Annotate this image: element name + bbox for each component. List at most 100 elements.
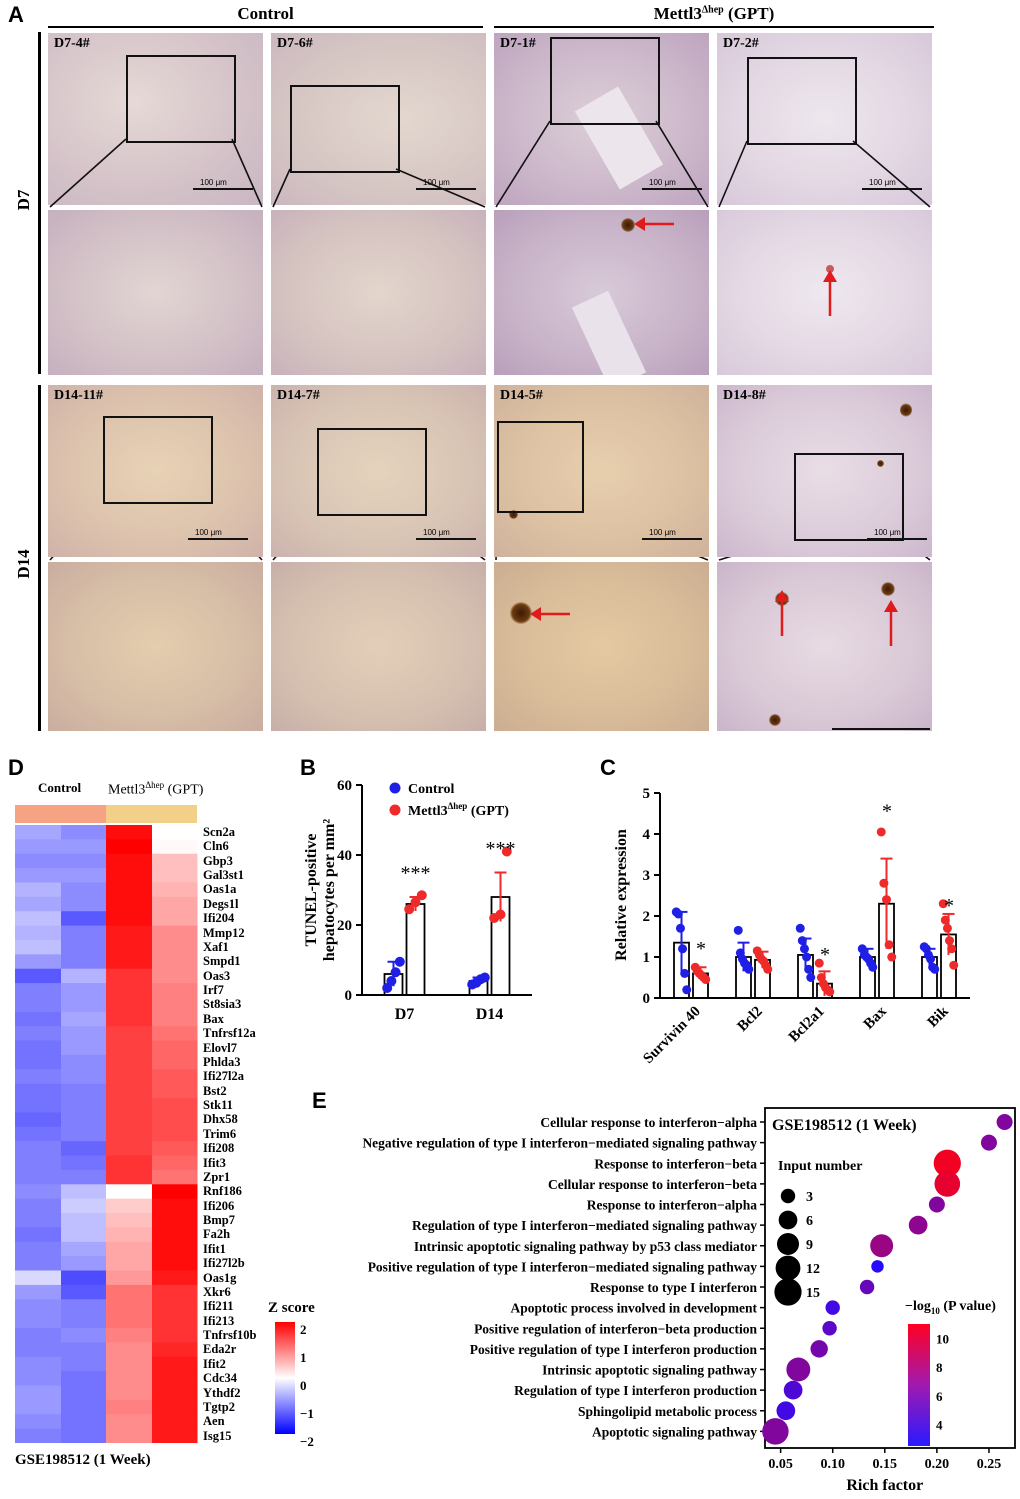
data-point bbox=[386, 976, 397, 986]
heatmap-cell bbox=[106, 1213, 153, 1228]
enrichment-dot bbox=[783, 1380, 803, 1400]
heatmap-cell bbox=[152, 1299, 198, 1315]
gene-label: Bax bbox=[203, 1011, 224, 1026]
heatmap-cell bbox=[61, 968, 107, 984]
heatmap-cell bbox=[15, 825, 62, 840]
x-tick-label: D14 bbox=[476, 1006, 504, 1023]
heatmap-cell bbox=[61, 1054, 107, 1070]
heatmap-cell bbox=[15, 868, 62, 883]
significance-mark: * bbox=[696, 938, 706, 960]
heatmap-cell bbox=[15, 983, 62, 998]
pvalue-colorbar-tick: 4 bbox=[936, 1417, 943, 1432]
red-arrow-icon bbox=[634, 217, 674, 231]
data-point bbox=[479, 972, 490, 983]
heatmap-cell bbox=[106, 1342, 153, 1358]
tunel-positive-cell bbox=[621, 218, 635, 232]
pathway-label: Apoptotic signaling pathway bbox=[592, 1424, 757, 1439]
red-arrow-icon bbox=[530, 607, 570, 621]
heatmap-cell bbox=[152, 1428, 198, 1443]
data-point bbox=[678, 944, 688, 954]
scale-bar bbox=[832, 728, 930, 730]
heatmap-cell bbox=[106, 1083, 153, 1099]
heatmap-cell bbox=[61, 1328, 107, 1343]
data-point bbox=[733, 925, 743, 935]
data-point bbox=[495, 909, 506, 920]
gene-label: Dhx58 bbox=[203, 1112, 238, 1127]
heatmap-cell bbox=[106, 1241, 153, 1257]
gene-label: Ythdf2 bbox=[203, 1385, 241, 1400]
x-tick-label: D7 bbox=[395, 1006, 415, 1023]
heatmap-cell bbox=[152, 1112, 198, 1128]
heatmap-cell bbox=[61, 1299, 107, 1315]
gene-label: Aen bbox=[203, 1414, 225, 1429]
tunel-positive-cell bbox=[510, 602, 532, 624]
heatmap-cell bbox=[106, 839, 153, 855]
x-tick-label: Bcl2 bbox=[734, 1004, 765, 1035]
heatmap-cell bbox=[61, 1198, 107, 1214]
heatmap-cell bbox=[152, 954, 198, 970]
heatmap-cell bbox=[106, 1184, 153, 1200]
y-tick-label: 60 bbox=[337, 778, 352, 794]
zoom-d14-5 bbox=[494, 562, 709, 731]
size-legend-label: 9 bbox=[806, 1238, 813, 1253]
y-tick-label: 20 bbox=[337, 918, 352, 934]
gene-label: Scn2a bbox=[203, 825, 235, 839]
y-tick-label: 4 bbox=[643, 827, 651, 843]
heatmap-cell bbox=[106, 1169, 153, 1185]
heatmap-cell bbox=[61, 1069, 107, 1085]
data-point bbox=[868, 962, 878, 972]
heatmap-group-bar-mettl3 bbox=[106, 805, 197, 823]
gene-label: Zpr1 bbox=[203, 1169, 231, 1184]
heatmap-cell bbox=[61, 1227, 107, 1243]
heatmap-cell bbox=[15, 1098, 62, 1113]
data-point bbox=[887, 952, 897, 962]
gene-label: Xkr6 bbox=[203, 1284, 231, 1299]
panel-b-letter: B bbox=[300, 755, 316, 780]
heatmap-col-label-control: Control bbox=[38, 780, 82, 795]
enrichment-dot bbox=[859, 1279, 875, 1295]
heatmap-cell bbox=[152, 911, 198, 927]
heatmap-cell bbox=[61, 1040, 107, 1056]
data-point bbox=[763, 964, 773, 974]
enrichment-dot bbox=[870, 1234, 894, 1258]
heatmap-cell bbox=[15, 1112, 62, 1128]
heatmap-cell bbox=[106, 896, 153, 912]
gene-label: Cln6 bbox=[203, 839, 229, 854]
gene-label: Ifit2 bbox=[203, 1356, 226, 1371]
heatmap-cell bbox=[61, 1112, 107, 1128]
heatmap-cell bbox=[106, 853, 153, 869]
heatmap-cell bbox=[152, 1155, 198, 1171]
gene-label: Oas3 bbox=[203, 968, 231, 983]
data-point bbox=[926, 954, 936, 964]
gene-label: Elovl7 bbox=[203, 1040, 238, 1055]
heatmap-cell bbox=[106, 1313, 153, 1329]
heatmap-cell bbox=[61, 1026, 107, 1042]
heatmap-cell bbox=[152, 853, 198, 869]
zoom-box bbox=[126, 55, 236, 143]
sample-label: D7-4# bbox=[54, 36, 90, 51]
x-tick-label: Survivin 40 bbox=[640, 1004, 703, 1067]
heatmap-footer: GSE198512 (1 Week) bbox=[15, 1452, 151, 1468]
data-point bbox=[930, 964, 940, 974]
heatmap-cell bbox=[15, 1126, 62, 1142]
heatmap-cell bbox=[61, 1428, 107, 1443]
enrichment-dot bbox=[822, 1321, 837, 1336]
size-legend-label: 6 bbox=[806, 1214, 813, 1229]
heatmap-cell bbox=[61, 1356, 107, 1372]
heatmap-cell bbox=[61, 825, 107, 840]
heatmap-cell bbox=[152, 1126, 198, 1142]
zoom-d7-4 bbox=[48, 210, 263, 375]
x-tick-label: 0.25 bbox=[977, 1457, 1002, 1472]
zoom-d14-8 bbox=[717, 562, 932, 731]
size-legend-marker bbox=[774, 1278, 802, 1306]
x-tick-label: 0.05 bbox=[768, 1457, 793, 1472]
heatmap-cell bbox=[152, 1342, 198, 1358]
heatmap-cell bbox=[152, 1284, 198, 1300]
heatmap-cell bbox=[61, 1270, 107, 1286]
gene-label: Degs1l bbox=[203, 896, 239, 911]
tunel-positive-cell bbox=[877, 460, 884, 467]
heatmap-cell bbox=[61, 853, 107, 869]
zoom-d7-1 bbox=[494, 210, 709, 375]
x-tick-label: 0.15 bbox=[873, 1457, 898, 1472]
heatmap bbox=[15, 825, 198, 1443]
